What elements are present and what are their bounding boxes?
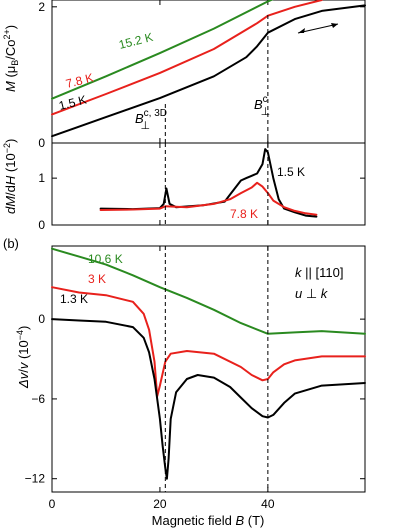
series-label: 10.6 K xyxy=(88,252,123,266)
x-tick-label: 20 xyxy=(153,497,167,511)
y-axis-label-sub: B xyxy=(10,60,20,66)
hysteresis-arrow xyxy=(297,23,339,34)
panel-label: (b) xyxy=(3,236,19,251)
y-tick-label: −12 xyxy=(25,472,46,486)
arrow-head-right xyxy=(331,23,338,28)
series-line xyxy=(51,318,366,480)
y-tick-label: 0 xyxy=(38,312,45,326)
legend-u-direction: u ⊥ k xyxy=(295,286,329,301)
series-label: 1.5 K xyxy=(57,93,88,113)
y-tick-label: 2 xyxy=(38,0,45,14)
y-tick-label: 0 xyxy=(38,136,45,150)
y-axis-label: dM/dH (10−2) xyxy=(2,139,18,214)
series-label: 7.8 K xyxy=(230,207,258,221)
arrow-head-left xyxy=(298,28,305,33)
series-label: 15.2 K xyxy=(117,30,154,52)
y-axis-label: M (μB/Co2+) xyxy=(2,25,20,92)
series-line xyxy=(51,0,323,116)
panel-bottom: −12 −6 0 (b) 10.6 K 3 K1.3 K k || [110] u ⊥ k Δv… xyxy=(3,236,366,528)
legend-k-direction: k || [110] xyxy=(295,265,343,280)
y-tick-label: −6 xyxy=(31,392,45,406)
plot-frame xyxy=(51,142,366,226)
overlay xyxy=(164,15,269,492)
annotation-bc: Bc ⊥ xyxy=(254,94,270,118)
series-label: 3 K xyxy=(88,272,106,286)
panel-middle: 0 1 1.5 K 7.8 K dM/dH (10−2) xyxy=(2,139,366,232)
y-tick-label: 1 xyxy=(38,171,45,185)
plot-frame xyxy=(51,245,366,493)
x-tick-label: 40 xyxy=(261,497,275,511)
series-line xyxy=(51,247,366,335)
series-label: 7.8 K xyxy=(64,71,95,91)
y-axis-label-sup: 2+ xyxy=(2,29,12,39)
y-tick-label: 0 xyxy=(38,218,45,232)
y-axis-label-unit: ) xyxy=(3,25,18,29)
series-line xyxy=(51,4,366,138)
series-label: 1.3 K xyxy=(60,292,88,306)
series-line xyxy=(99,181,318,216)
x-tick-label: 0 xyxy=(49,497,56,511)
series-line xyxy=(51,0,274,100)
y-axis-label: Δv/v (10−4) xyxy=(15,326,31,389)
panel-top: 0 2 15.2 K 7.8 K1.5 K M (μB/Co2+) Bc, 3D ⊥ Bc ⊥ xyxy=(2,0,366,150)
annotation-bc3d: Bc, 3D ⊥ xyxy=(135,108,167,132)
plot-frame xyxy=(51,0,366,144)
y-axis-label-main: M xyxy=(3,81,18,92)
y-axis-label-unit: (μ xyxy=(3,66,18,81)
y-axis-label-unit: /Co xyxy=(3,39,18,59)
series-line xyxy=(51,286,366,398)
series-label: 1.5 K xyxy=(277,165,305,179)
x-axis-label: Magnetic field B (T) xyxy=(152,513,265,528)
